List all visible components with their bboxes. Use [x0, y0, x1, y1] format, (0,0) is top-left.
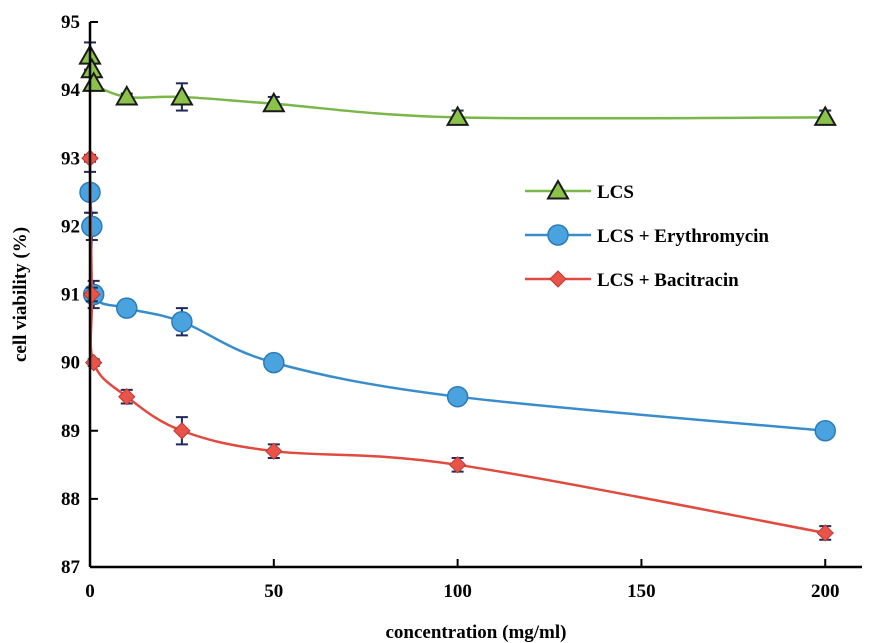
- y-tick-label: 95: [61, 12, 80, 33]
- data-point: [262, 91, 286, 113]
- y-tick-label: 93: [61, 148, 80, 169]
- y-tick-label: 89: [61, 421, 80, 442]
- data-point: [448, 456, 467, 474]
- series-2: [79, 170, 836, 442]
- x-tick-label: 150: [627, 581, 656, 602]
- series-1: [78, 41, 837, 126]
- data-point: [115, 84, 139, 106]
- y-tick-label: 94: [61, 80, 81, 101]
- y-tick-label: 92: [61, 216, 80, 237]
- data-point: [816, 524, 834, 542]
- x-tick-label: 50: [264, 581, 283, 602]
- legend-label: LCS: [597, 182, 634, 203]
- data-point: [445, 105, 470, 126]
- x-axis-title: concentration (mg/ml): [386, 622, 567, 643]
- data-point: [171, 311, 193, 333]
- data-point: [84, 353, 103, 372]
- data-point: [263, 351, 285, 374]
- legend-marker: [549, 270, 567, 288]
- y-tick-label: 90: [61, 353, 80, 374]
- data-point: [118, 387, 136, 406]
- data-point: [813, 105, 837, 126]
- series-layer: [78, 41, 837, 542]
- legend-marker: [546, 178, 570, 200]
- y-tick-label: 88: [61, 489, 80, 510]
- data-point: [814, 420, 836, 442]
- legend-item: LCS: [525, 178, 634, 203]
- x-tick-label: 100: [443, 581, 472, 602]
- legend-marker: [547, 224, 569, 246]
- y-tick-label: 87: [61, 557, 81, 578]
- y-axis-title: cell viability (%): [10, 227, 31, 362]
- series-line: [88, 158, 826, 535]
- data-point: [116, 297, 138, 319]
- data-point: [173, 422, 191, 440]
- data-point: [170, 84, 194, 106]
- legend-label: LCS + Bacitracin: [597, 270, 739, 291]
- x-tick-label: 0: [85, 581, 95, 602]
- data-point: [83, 285, 101, 304]
- legend: LCS LCS + Erythromycin LCS + Bacitracin: [525, 178, 769, 291]
- legend-item: LCS + Bacitracin: [525, 270, 739, 291]
- legend-item: LCS + Erythromycin: [525, 224, 769, 247]
- data-point: [81, 71, 106, 92]
- data-point: [446, 385, 469, 408]
- data-point: [265, 442, 283, 460]
- x-axis-ticks: 0 50 100 150 200: [85, 559, 839, 602]
- series-3: [81, 149, 834, 542]
- legend-label: LCS + Erythromycin: [597, 226, 769, 247]
- x-tick-label: 200: [811, 581, 840, 602]
- y-tick-label: 91: [61, 285, 80, 306]
